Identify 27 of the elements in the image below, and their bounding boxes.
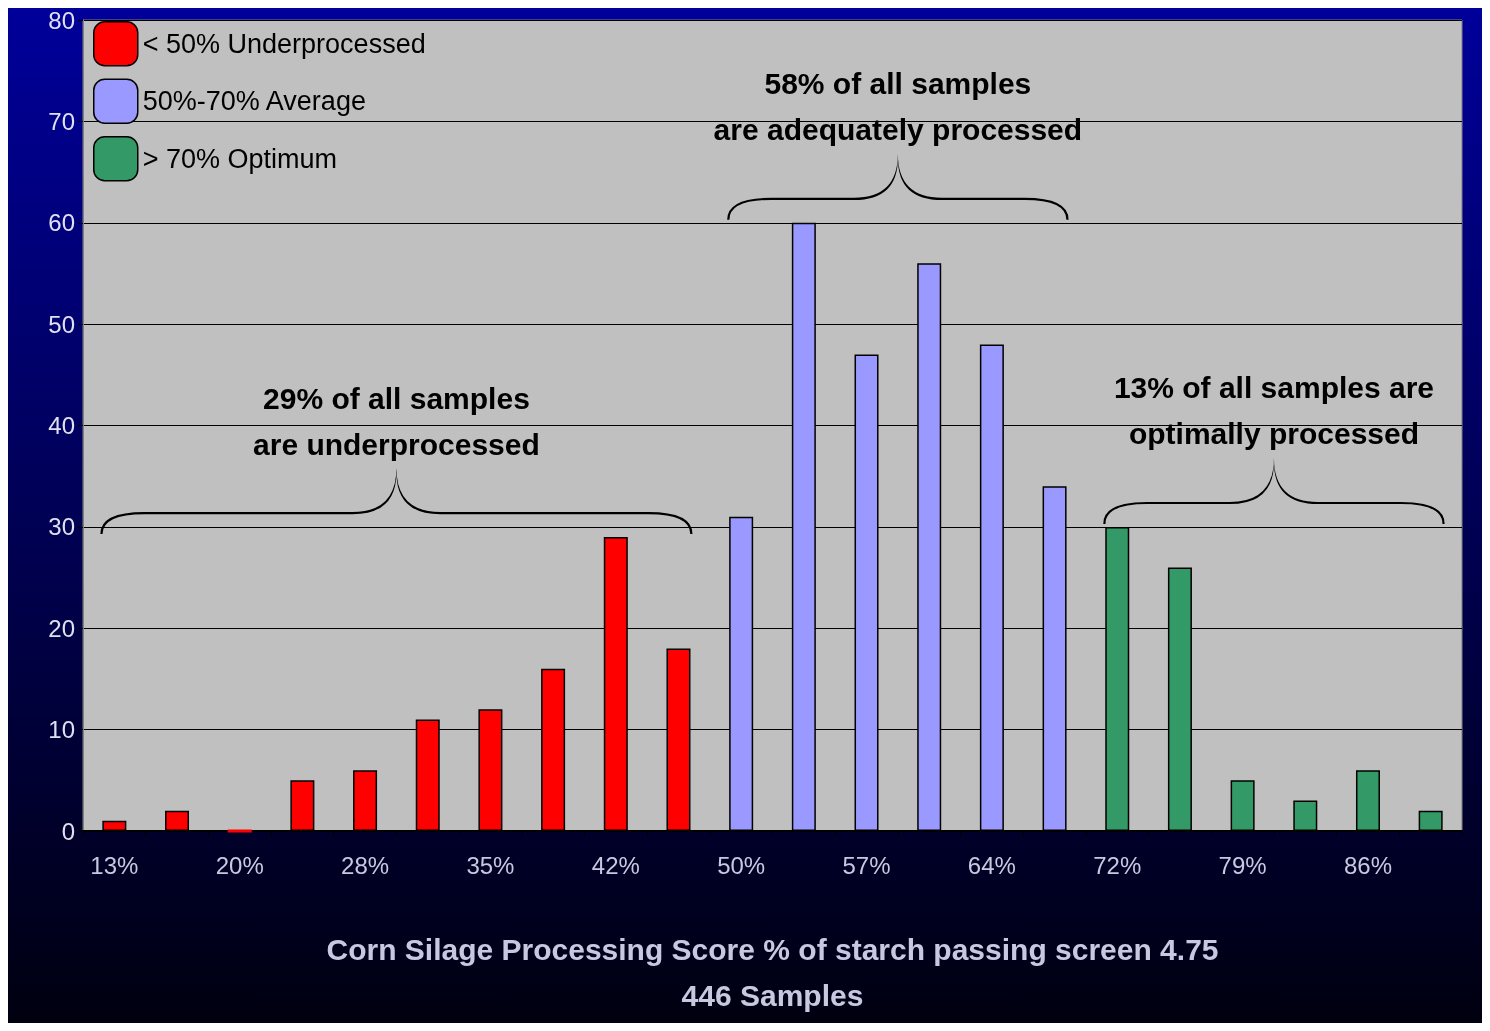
- annotation: 58% of all samples are adequately processed: [713, 67, 1083, 147]
- annotation: 29% of all samples are underprocessed: [253, 381, 540, 461]
- x-tick-label: 57%: [842, 851, 891, 879]
- x-tick-label: 35%: [466, 851, 515, 879]
- x-tick-label: 13%: [90, 851, 139, 879]
- x-tick-label: 86%: [1343, 851, 1392, 879]
- y-tick-label: 60: [48, 209, 75, 237]
- x-tick-label: 28%: [341, 851, 390, 879]
- y-tick-label: 50: [48, 310, 75, 338]
- y-tick-label: 40: [48, 412, 75, 439]
- y-tick-label: 70: [48, 107, 75, 135]
- annotation: 13% of all samples are optimally processed: [1113, 371, 1435, 451]
- x-axis-title: Corn Silage Processing Score % of starch passing screen 4.75 446 Samples: [326, 932, 1219, 1012]
- x-tick-label: 72%: [1093, 851, 1142, 879]
- x-tick-label: 50%: [717, 851, 766, 879]
- legend-label: < 50% Underprocessed: [142, 28, 426, 59]
- y-tick-label: 30: [48, 513, 75, 541]
- y-tick-label: 0: [61, 817, 75, 845]
- y-tick-label: 80: [48, 6, 75, 34]
- legend-label: 50%-70% Average: [142, 86, 366, 117]
- x-tick-label: 42%: [591, 851, 640, 879]
- legend-label: > 70% Optimum: [142, 143, 338, 174]
- y-tick-label: 10: [48, 716, 75, 744]
- y-tick-label: 20: [48, 614, 75, 642]
- x-tick-label: 20%: [215, 851, 264, 879]
- x-tick-label: 79%: [1218, 851, 1267, 879]
- x-tick-label: 64%: [967, 851, 1016, 879]
